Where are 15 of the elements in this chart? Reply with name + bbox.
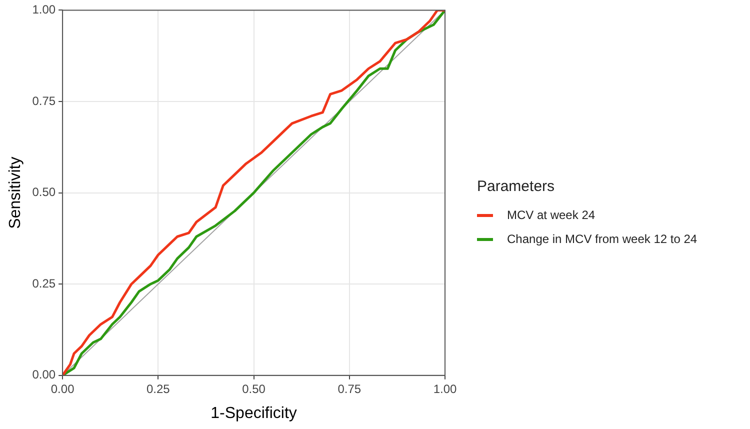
x-tick-label: 0.25	[146, 382, 170, 396]
x-tick-label: 0.50	[242, 382, 266, 396]
legend-title: Parameters	[477, 178, 556, 195]
y-tick-label: 0.00	[32, 368, 56, 382]
y-tick-label: 1.00	[32, 2, 56, 17]
legend-label: MCV at week 24	[507, 208, 596, 222]
x-tick-label: 1.00	[433, 382, 457, 396]
y-tick-label: 0.50	[32, 185, 56, 200]
y-tick-label: 0.25	[32, 276, 56, 290]
x-tick-label: 0.75	[338, 382, 362, 396]
y-tick-label: 0.75	[32, 94, 56, 108]
y-axis-title: Sensitivity	[7, 156, 24, 229]
legend-label: Change in MCV from week 12 to 24	[507, 232, 698, 246]
x-axis-title: 1-Specificity	[210, 404, 297, 422]
x-tick-label: 0.00	[50, 382, 75, 396]
